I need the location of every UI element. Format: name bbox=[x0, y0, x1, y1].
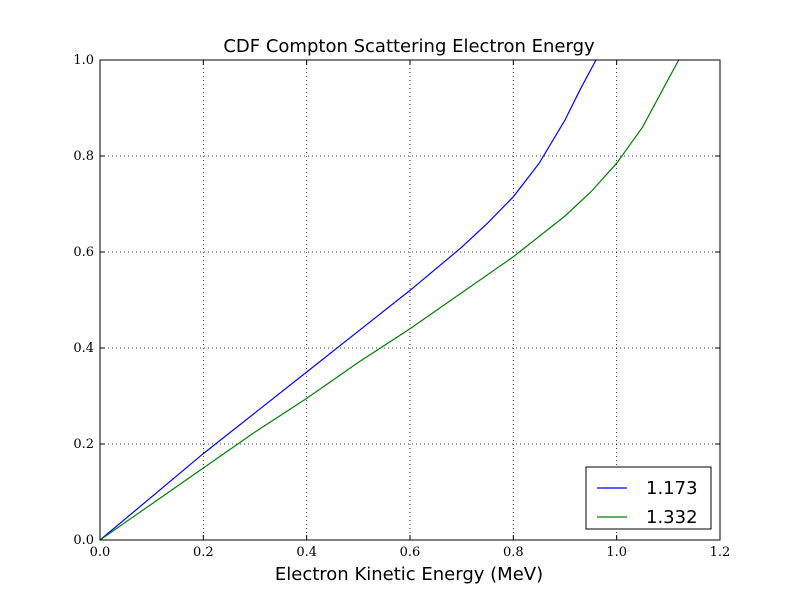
x-tick-label: 0.8 bbox=[503, 545, 524, 560]
legend-label: 1.332 bbox=[646, 507, 698, 528]
x-tick-label: 0.2 bbox=[193, 545, 214, 560]
ticks bbox=[99, 59, 721, 541]
x-tick-label: 1.2 bbox=[710, 545, 731, 560]
x-axis-label: Electron Kinetic Energy (MeV) bbox=[275, 564, 543, 585]
y-tick-label: 0.0 bbox=[73, 533, 94, 548]
y-tick-label: 0.8 bbox=[73, 149, 94, 164]
x-tick-label: 0.4 bbox=[296, 545, 317, 560]
legend-box bbox=[585, 466, 712, 530]
x-tick-label: 1.0 bbox=[606, 545, 627, 560]
x-tick-label: 0.6 bbox=[400, 545, 421, 560]
legend: 1.173 1.332 bbox=[585, 466, 712, 530]
y-tick-label: 1.0 bbox=[73, 53, 94, 68]
x-tick-label: 0.0 bbox=[90, 545, 111, 560]
grid bbox=[100, 60, 720, 540]
y-tick-label: 0.2 bbox=[73, 437, 94, 452]
y-tick-label: 0.4 bbox=[73, 341, 94, 356]
chart-title: CDF Compton Scattering Electron Energy bbox=[223, 36, 595, 57]
legend-label: 1.173 bbox=[646, 478, 698, 499]
tick-labels: 0.0 0.2 0.4 0.6 0.8 1.0 1.2 0.0 0.2 0.4 0.6 0.8 1.0 bbox=[73, 53, 730, 560]
series-group bbox=[99, 59, 680, 541]
series-line-1.173 bbox=[99, 59, 597, 541]
y-tick-label: 0.6 bbox=[73, 245, 94, 260]
series-line-1.332 bbox=[99, 59, 680, 541]
